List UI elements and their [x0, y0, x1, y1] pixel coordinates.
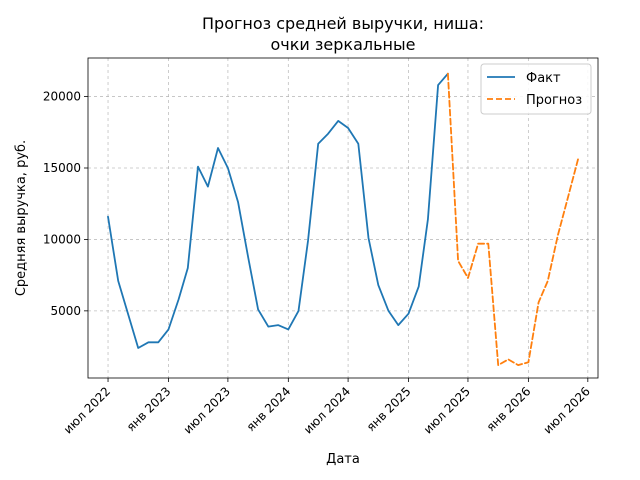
- x-tick-label: июл 2025: [421, 384, 473, 436]
- grid: [88, 58, 598, 378]
- series-layer: [107, 72, 579, 367]
- x-tick-label: янв 2023: [124, 384, 174, 434]
- chart-title-line-1: Прогноз средней выручки, ниша:: [202, 14, 484, 33]
- series-line-forecast: [446, 72, 579, 367]
- y-tick-label: 5000: [50, 304, 81, 318]
- plot-frame: [87, 57, 599, 379]
- chart-title-line-2: очки зеркальные: [271, 35, 416, 54]
- series-line-fact: [107, 72, 449, 349]
- axis-ticks: июл 2022 янв 2023 июл 2023 янв 2024 июл 2024…: [43, 90, 593, 437]
- legend-label-forecast: Прогноз: [526, 93, 582, 108]
- x-tick-label: янв 2025: [364, 384, 414, 434]
- y-tick-label: 20000: [43, 90, 81, 104]
- x-tick-label: июл 2026: [541, 384, 593, 436]
- x-tick-label: янв 2024: [244, 384, 294, 434]
- y-axis-label: Средняя выручка, руб.: [14, 140, 29, 296]
- legend-label-fact: Факт: [526, 71, 561, 86]
- x-tick-label: июл 2024: [301, 384, 353, 436]
- x-tick-label: янв 2026: [484, 384, 534, 434]
- x-tick-label: июл 2023: [181, 384, 233, 436]
- legend: Факт Прогноз: [480, 63, 592, 115]
- x-axis-label: Дата: [326, 452, 360, 467]
- y-tick-label: 10000: [43, 232, 81, 246]
- y-tick-label: 15000: [43, 161, 81, 175]
- x-tick-label: июл 2022: [61, 384, 113, 436]
